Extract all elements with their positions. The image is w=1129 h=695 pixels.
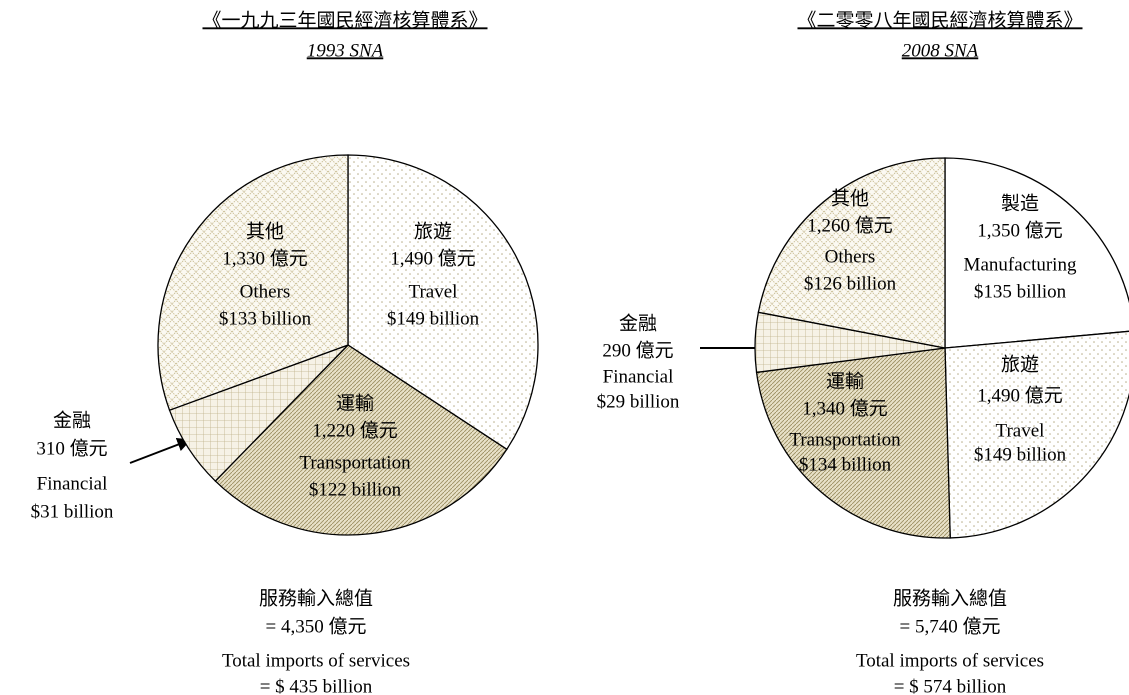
slice-label: 其他 xyxy=(246,220,284,242)
chart-title: 《二零零八年國民經濟核算體系》 xyxy=(797,9,1082,31)
value-label-usd: $122 billion xyxy=(309,479,402,500)
chart-subtitle: 1993 SNA xyxy=(307,40,384,61)
arrow xyxy=(129,437,192,464)
slice-label: 金融 xyxy=(619,312,657,334)
slice-label-en: Transportation xyxy=(299,452,411,473)
total-label-en: Total imports of services xyxy=(222,650,410,671)
slice-label-en: Financial xyxy=(603,366,674,387)
value-label-usd: $31 billion xyxy=(31,501,114,522)
value-label-usd: $135 billion xyxy=(974,281,1067,302)
total-value-en: = $ 574 billion xyxy=(894,676,1007,695)
value-label: 1,340 億元 xyxy=(802,397,888,419)
value-label-usd: $149 billion xyxy=(387,308,480,329)
value-label: 1,330 億元 xyxy=(222,247,308,269)
value-label: 1,490 億元 xyxy=(977,384,1063,406)
chart-title: 《一九九三年國民經濟核算體系》 xyxy=(202,9,487,31)
slice-label-en: Others xyxy=(240,281,291,302)
slice-label: 運輸 xyxy=(826,370,864,392)
value-label-usd: $134 billion xyxy=(799,454,892,475)
pie-slice xyxy=(757,157,946,349)
value-label: 1,350 億元 xyxy=(977,219,1063,241)
slice-label: 旅遊 xyxy=(1001,353,1039,375)
total-value: = 4,350 億元 xyxy=(266,615,367,637)
value-label-usd: $133 billion xyxy=(219,308,312,329)
slice-label: 其他 xyxy=(831,187,869,209)
total-label: 服務輸入總值 xyxy=(893,587,1007,609)
slice-label: 運輸 xyxy=(336,392,374,414)
slice-label-en: Travel xyxy=(409,281,458,302)
slice-label-en: Transportation xyxy=(789,429,901,450)
value-label: 1,490 億元 xyxy=(390,247,476,269)
value-label-usd: $126 billion xyxy=(804,273,897,294)
slice-label-en: Manufacturing xyxy=(964,254,1077,275)
slice-label-en: Financial xyxy=(37,473,108,494)
slice-label: 旅遊 xyxy=(414,220,452,242)
total-value: = 5,740 億元 xyxy=(900,615,1001,637)
pie-slice xyxy=(157,154,349,412)
value-label: 310 億元 xyxy=(36,437,107,459)
total-label-en: Total imports of services xyxy=(856,650,1044,671)
slice-label: 金融 xyxy=(53,409,91,431)
total-label: 服務輸入總值 xyxy=(259,587,373,609)
chart-subtitle: 2008 SNA xyxy=(902,40,979,61)
value-label: 290 億元 xyxy=(602,339,673,361)
slice-label-en: Others xyxy=(825,246,876,267)
pie-slice xyxy=(755,347,951,539)
slice-label: 製造 xyxy=(1001,192,1039,214)
total-value-en: = $ 435 billion xyxy=(260,676,373,695)
pie-slice xyxy=(944,330,1129,539)
slice-label-en: Travel xyxy=(996,420,1045,441)
value-label-usd: $29 billion xyxy=(597,391,680,412)
value-label-usd: $149 billion xyxy=(974,444,1067,465)
pie-slice xyxy=(214,344,508,536)
value-label: 1,220 億元 xyxy=(312,419,398,441)
value-label: 1,260 億元 xyxy=(807,214,893,236)
pie-slice xyxy=(944,157,1129,349)
